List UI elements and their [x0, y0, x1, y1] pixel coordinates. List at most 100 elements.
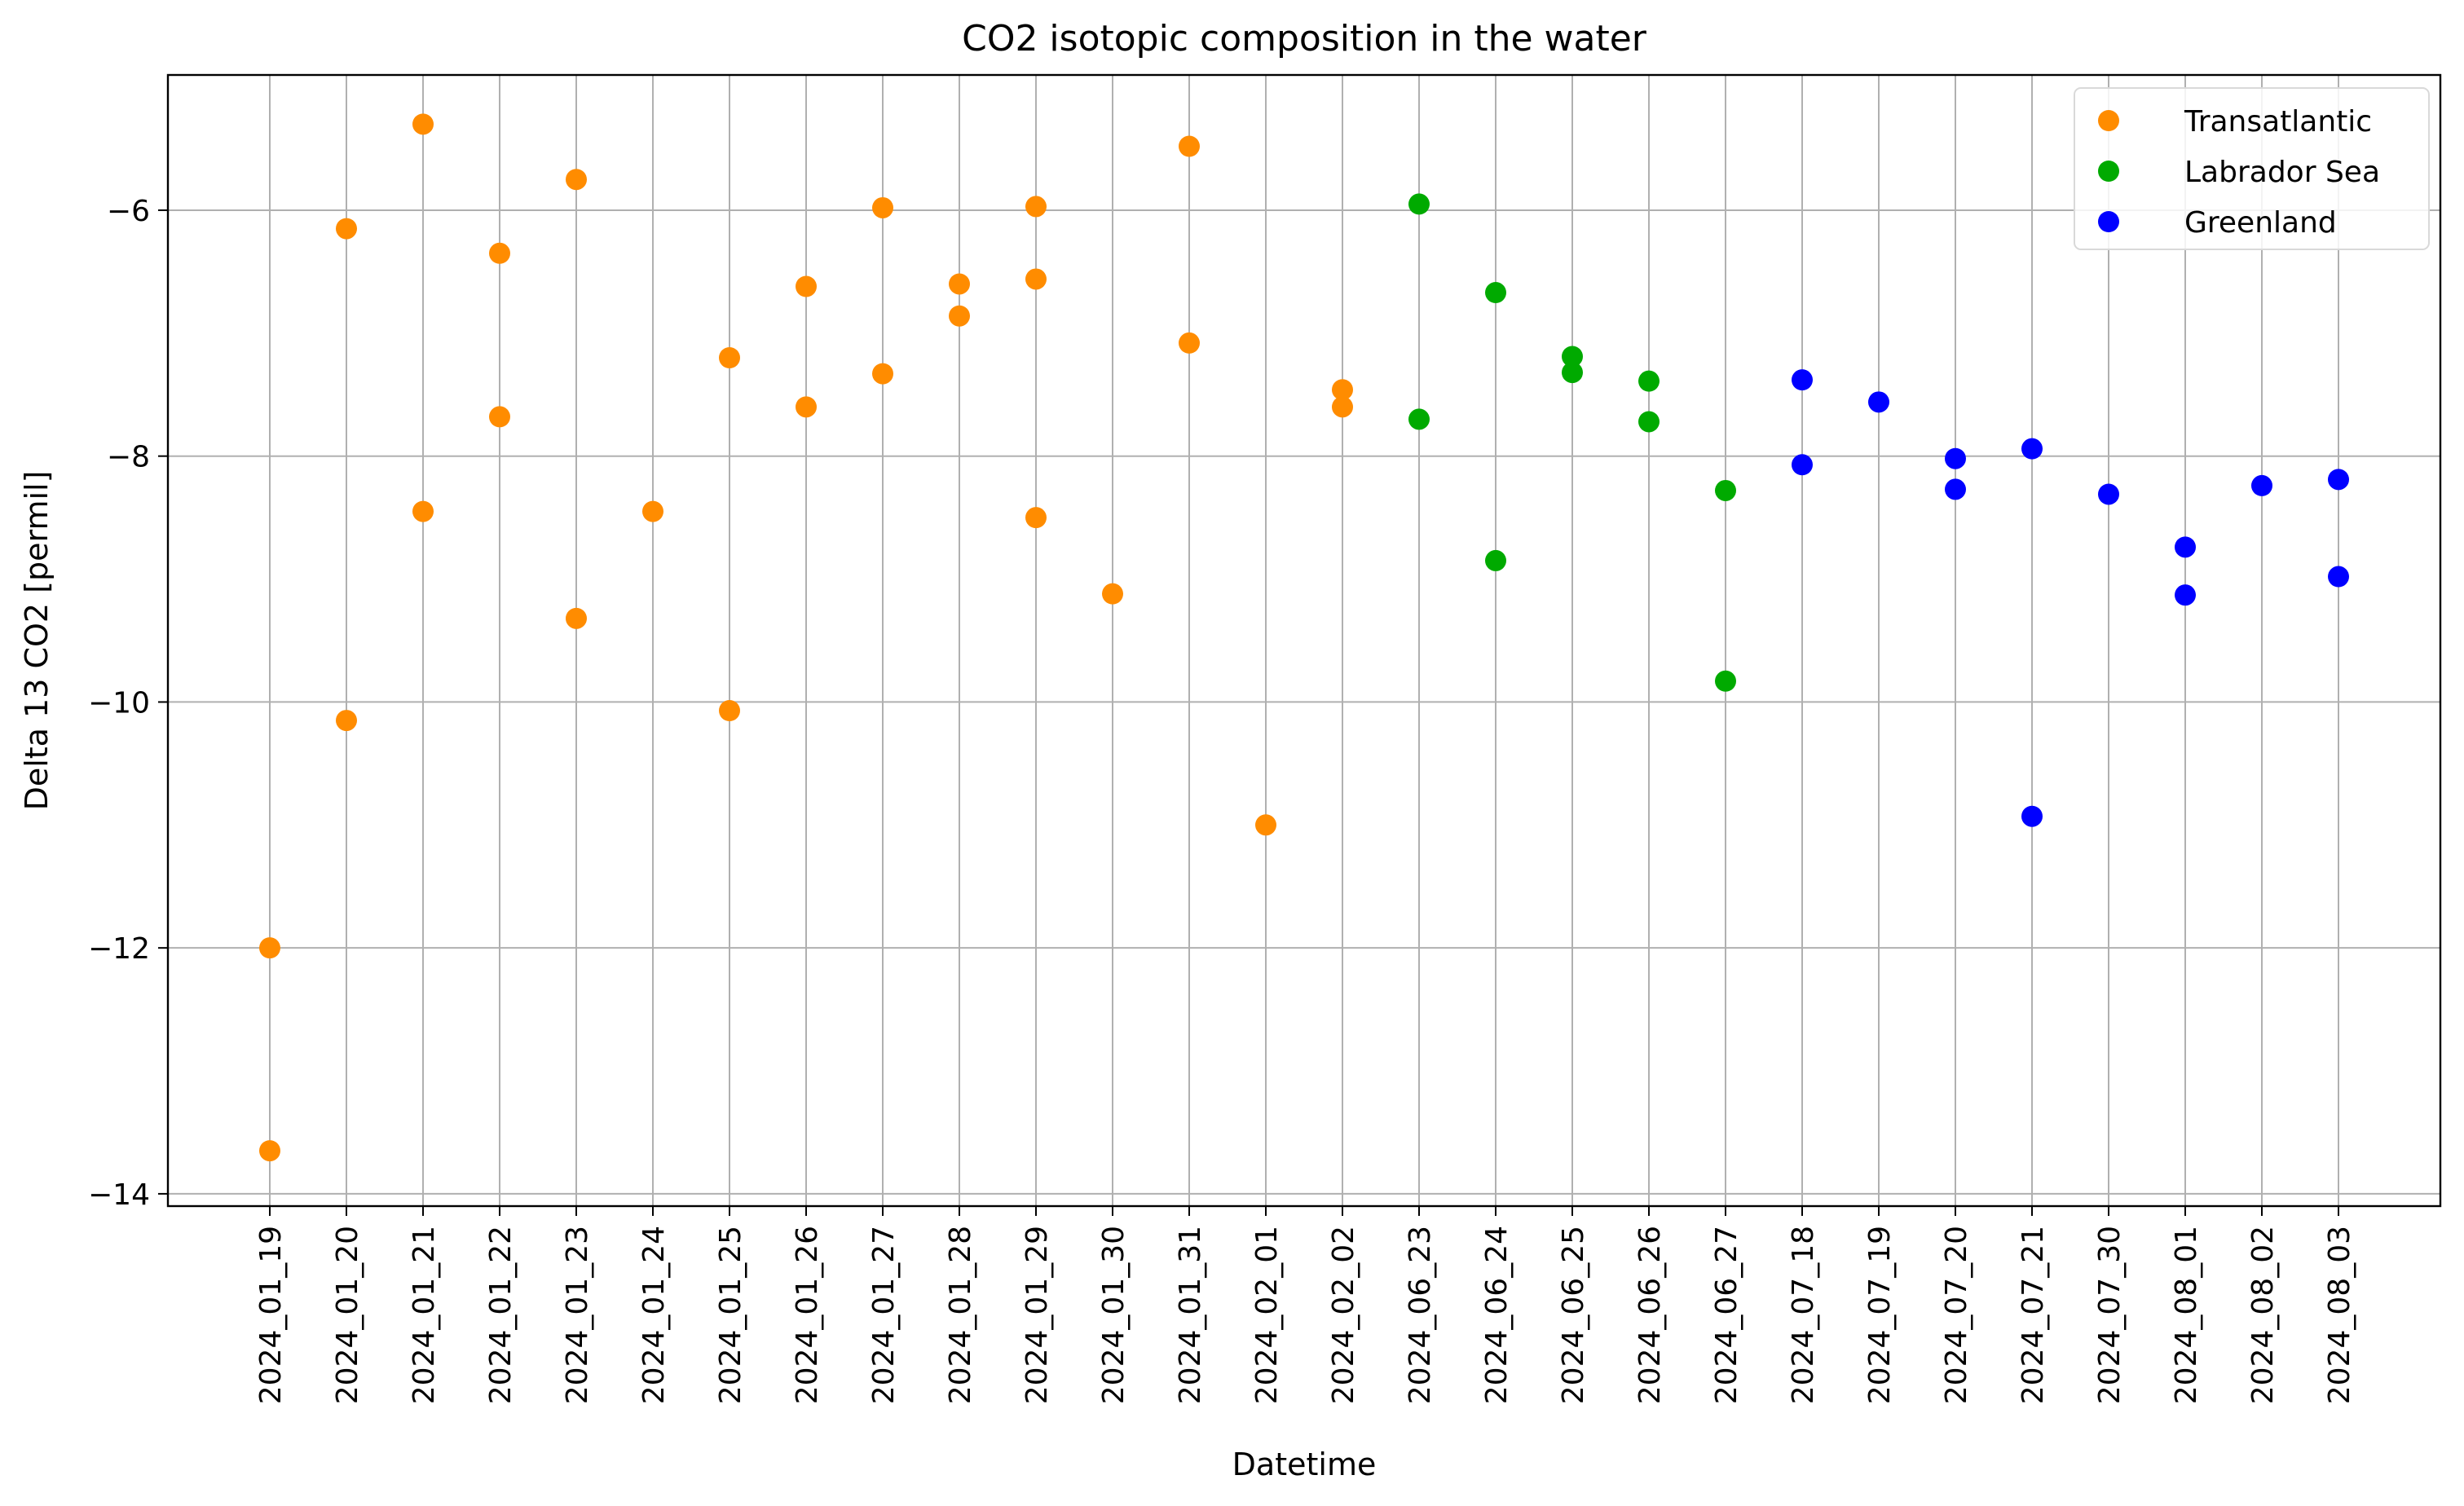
x-tick-label: 2024_01_24 — [637, 1226, 671, 1404]
data-point — [949, 305, 970, 327]
x-tick-label: 2024_08_03 — [2323, 1226, 2356, 1404]
data-point — [1025, 196, 1047, 218]
data-point — [2098, 483, 2119, 505]
data-point — [1408, 408, 1430, 430]
data-point — [2328, 469, 2349, 491]
data-point — [949, 273, 970, 295]
data-point — [566, 607, 587, 629]
x-tick-label: 2024_07_21 — [2017, 1226, 2050, 1404]
x-tick-label: 2024_01_22 — [484, 1226, 518, 1404]
data-point — [719, 347, 740, 368]
data-point — [412, 113, 434, 135]
data-point — [1332, 396, 1353, 418]
data-point — [1025, 507, 1047, 529]
x-axis-label: Datetime — [1232, 1447, 1377, 1482]
data-point — [489, 406, 510, 428]
x-tick-label: 2024_06_23 — [1404, 1226, 1437, 1404]
x-tick-label: 2024_08_02 — [2246, 1226, 2280, 1404]
data-point — [1179, 135, 1200, 157]
grid-lines — [168, 75, 2440, 1206]
data-point — [2175, 536, 2196, 558]
data-point — [1332, 379, 1353, 401]
x-tick-label: 2024_07_30 — [2093, 1226, 2127, 1404]
data-point — [2021, 805, 2043, 827]
data-point — [2328, 566, 2349, 588]
data-point — [1945, 447, 1966, 469]
data-point — [796, 275, 817, 297]
data-point — [1255, 814, 1276, 836]
data-point — [336, 218, 357, 240]
legend-marker — [2098, 211, 2119, 232]
data-point — [1562, 346, 1583, 368]
data-point — [1715, 479, 1736, 501]
y-axis-label: Delta 13 CO2 [permil] — [19, 471, 55, 811]
x-tick-label: 2024_07_20 — [1940, 1226, 1973, 1404]
data-point — [1025, 268, 1047, 290]
series-greenland — [1792, 369, 2349, 827]
x-tick-label: 2024_07_18 — [1787, 1226, 1820, 1404]
series-labrador-sea — [1408, 193, 1736, 692]
legend-label: Greenland — [2184, 206, 2337, 240]
data-point — [412, 500, 434, 522]
x-tick-label: 2024_07_19 — [1863, 1226, 1897, 1404]
x-tick-label: 2024_06_26 — [1633, 1226, 1667, 1404]
legend-label: Transatlantic — [2184, 105, 2372, 139]
data-point — [1485, 282, 1506, 304]
data-point — [566, 169, 587, 191]
data-point — [259, 1140, 280, 1162]
series-transatlantic — [259, 113, 1353, 1162]
x-tick-label: 2024_06_27 — [1710, 1226, 1743, 1404]
x-tick-label: 2024_06_25 — [1557, 1226, 1590, 1404]
legend: Transatlantic Labrador Sea Greenland — [2074, 87, 2430, 250]
x-tick-label: 2024_02_02 — [1327, 1226, 1360, 1404]
data-point — [872, 196, 893, 218]
x-tick-label: 2024_01_19 — [254, 1226, 288, 1404]
data-point — [259, 937, 280, 959]
x-tick-label: 2024_01_23 — [561, 1226, 594, 1404]
data-point — [336, 710, 357, 732]
legend-box — [2074, 87, 2430, 250]
legend-marker — [2098, 110, 2119, 131]
y-tick-label: −10 — [88, 686, 150, 720]
data-point — [642, 500, 663, 522]
data-point — [1562, 362, 1583, 384]
data-point — [1638, 370, 1660, 392]
data-point — [489, 242, 510, 264]
data-point — [1715, 670, 1736, 692]
data-point — [1485, 549, 1506, 571]
data-point — [1792, 454, 1813, 476]
x-axis-ticks: 2024_01_19 2024_01_20 2024_01_21 2024_01_22… — [254, 1206, 2356, 1404]
x-tick-label: 2024_01_25 — [714, 1226, 747, 1404]
x-tick-label: 2024_08_01 — [2170, 1226, 2203, 1404]
x-tick-label: 2024_02_01 — [1250, 1226, 1284, 1404]
data-point — [2251, 474, 2272, 496]
data-point — [1792, 369, 1813, 391]
data-point — [1179, 332, 1200, 354]
x-tick-label: 2024_01_20 — [331, 1226, 364, 1404]
y-tick-label: −6 — [107, 195, 150, 228]
x-tick-label: 2024_01_21 — [408, 1226, 441, 1404]
x-tick-label: 2024_01_28 — [944, 1226, 977, 1404]
y-tick-label: −12 — [88, 932, 150, 966]
y-tick-label: −8 — [107, 441, 150, 474]
x-tick-label: 2024_06_24 — [1480, 1226, 1514, 1404]
data-point — [2175, 584, 2196, 606]
data-point — [719, 699, 740, 721]
data-point — [2021, 438, 2043, 460]
legend-marker — [2098, 161, 2119, 182]
data-point — [796, 396, 817, 418]
legend-label: Labrador Sea — [2184, 156, 2380, 189]
chart-title: CO2 isotopic composition in the water — [962, 18, 1647, 59]
y-axis-ticks: −14 −12 −10 −8 −6 — [88, 195, 168, 1212]
plot-frame — [166, 73, 2442, 1208]
x-tick-label: 2024_01_31 — [1174, 1226, 1207, 1404]
x-tick-label: 2024_01_29 — [1020, 1226, 1054, 1404]
data-point — [1408, 193, 1430, 215]
y-tick-label: −14 — [88, 1178, 150, 1212]
data-point — [1945, 478, 1966, 500]
data-point — [1868, 391, 1889, 413]
data-point — [1638, 411, 1660, 433]
x-tick-label: 2024_01_30 — [1097, 1226, 1131, 1404]
x-tick-label: 2024_01_26 — [791, 1226, 824, 1404]
